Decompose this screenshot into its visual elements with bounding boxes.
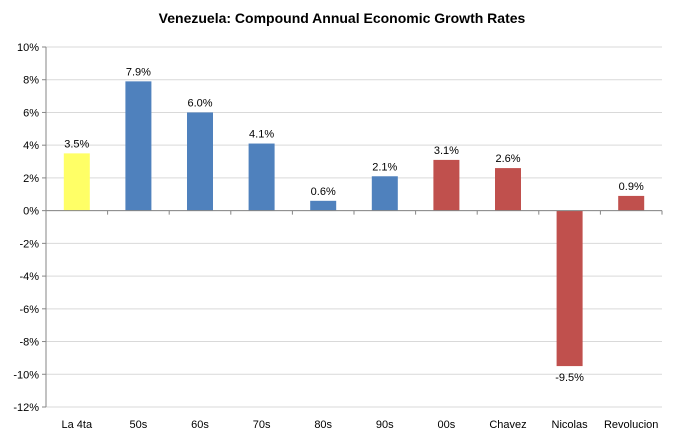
data-label: 6.0% [187, 97, 212, 109]
bar-70s [248, 143, 275, 211]
y-tick-label: 10% [17, 42, 39, 54]
data-label: 4.1% [249, 129, 274, 141]
bar-80s [310, 200, 337, 211]
x-category-label: 00s [438, 419, 456, 431]
bar-la-4ta [63, 153, 90, 211]
bar-00s [433, 159, 460, 211]
x-category-label: 60s [191, 419, 209, 431]
data-label: 2.6% [495, 153, 520, 165]
data-label: 2.1% [372, 161, 397, 173]
data-labels: 3.5% 7.9% 6.0% 4.1% 0.6% 2.1% 3.1% 2.6% -9.5% 0.9… [64, 66, 644, 384]
bar-chavez [495, 168, 521, 211]
bar-90s [371, 176, 398, 211]
y-tick-label: 8% [23, 75, 39, 87]
x-category-label: La 4ta [62, 419, 93, 431]
y-tick-label: 0% [23, 206, 39, 218]
grid-lines [46, 46, 662, 408]
y-tick-label: -8% [19, 337, 39, 349]
y-tick-labels: 10% 8% 6% 4% 2% 0% -2% -4% -6% -8% -10% -12% [13, 42, 39, 414]
axes [42, 46, 663, 408]
bar-revolucion [618, 195, 645, 211]
bar-nicolas [556, 210, 583, 367]
data-label: 3.1% [434, 145, 459, 157]
data-label: 3.5% [64, 138, 89, 150]
data-label: 7.9% [126, 66, 151, 78]
y-tick-label: 2% [23, 173, 39, 185]
y-tick-label: -10% [13, 369, 39, 381]
data-label: 0.6% [311, 186, 336, 198]
y-tick-label: -2% [19, 238, 39, 250]
data-label: -9.5% [555, 372, 584, 384]
x-category-label: Chavez [489, 419, 526, 431]
x-category-label: 50s [130, 419, 148, 431]
x-category-label: 70s [253, 419, 271, 431]
x-category-label: Nicolas [552, 419, 589, 431]
x-category-label: 90s [376, 419, 394, 431]
bars [63, 81, 645, 367]
y-tick-label: -6% [19, 304, 39, 316]
data-label: 0.9% [619, 181, 644, 193]
y-tick-label: 4% [23, 140, 39, 152]
x-category-label: Revolucion [604, 419, 658, 431]
y-tick-label: 6% [23, 107, 39, 119]
bar-60s [187, 112, 213, 211]
bar-50s [125, 81, 152, 211]
x-category-label: 80s [314, 419, 332, 431]
y-tick-label: -4% [19, 271, 39, 283]
y-tick-label: -12% [13, 402, 39, 414]
chart-title: Venezuela: Compound Annual Economic Grow… [158, 10, 526, 26]
x-category-labels: La 4ta 50s 60s 70s 80s 90s 00s Chavez Nicolas Rev… [62, 419, 659, 431]
